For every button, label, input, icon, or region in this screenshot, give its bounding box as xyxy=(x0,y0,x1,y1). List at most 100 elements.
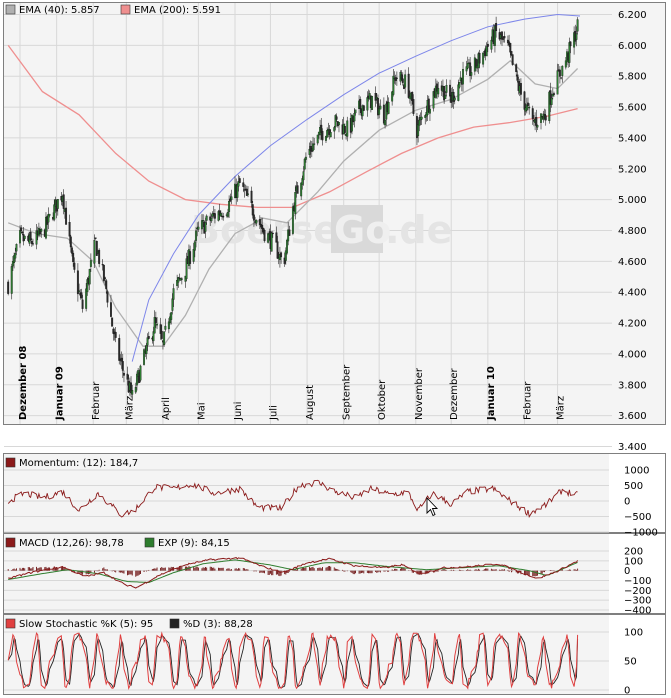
legend-swatch-stoch-k xyxy=(5,618,16,629)
stoch-k-line xyxy=(7,631,579,690)
candle-up xyxy=(417,124,420,137)
candle-up xyxy=(548,91,551,122)
candle-down xyxy=(65,207,68,225)
legend-stoch-d: %D (3): 88,28 xyxy=(183,619,253,630)
candle-down xyxy=(110,302,112,317)
candle-up xyxy=(429,108,431,114)
price-tick-label: 6.200 xyxy=(618,10,647,21)
x-tick-label: Juli xyxy=(268,405,279,421)
candle-down xyxy=(516,74,519,81)
candle-down xyxy=(321,130,324,141)
price-tick-label: 3.400 xyxy=(618,442,647,453)
candle-up xyxy=(313,143,316,145)
candle-up xyxy=(211,213,214,217)
candle-up xyxy=(391,91,394,102)
candle-up xyxy=(444,94,447,99)
candle-down xyxy=(569,41,572,47)
candle-up xyxy=(197,226,200,230)
candle-up xyxy=(136,373,138,386)
candle-up xyxy=(303,158,306,170)
candle-up xyxy=(437,88,440,95)
candle-up xyxy=(333,127,336,132)
candle-down xyxy=(160,330,163,339)
candle-down xyxy=(81,299,84,309)
candle-down xyxy=(412,99,415,114)
candle-down xyxy=(261,224,264,230)
candle-up xyxy=(326,130,329,138)
x-tick-label: April xyxy=(161,397,172,420)
trendline xyxy=(131,13,581,362)
candle-up xyxy=(177,277,180,283)
candle-up xyxy=(445,85,448,93)
watermark-box xyxy=(331,205,383,253)
candle-down xyxy=(401,78,404,83)
candle-down xyxy=(111,317,114,327)
candle-up xyxy=(550,97,553,105)
candle-down xyxy=(7,281,10,294)
candle-up xyxy=(371,95,374,110)
price-tick-label: 4.000 xyxy=(618,349,647,360)
candle-down xyxy=(105,280,108,290)
candle-down xyxy=(359,99,362,110)
candle-down xyxy=(30,240,33,244)
candle-up xyxy=(228,201,231,212)
candle-down xyxy=(95,240,98,256)
candle-down xyxy=(362,105,365,111)
candle-up xyxy=(219,213,222,217)
candle-down xyxy=(98,249,101,264)
candle-up xyxy=(424,115,427,118)
momentum-line xyxy=(7,479,578,519)
candle-down xyxy=(114,331,117,338)
candle-down xyxy=(275,232,278,243)
candle-up xyxy=(156,323,158,326)
candle-up xyxy=(93,240,96,264)
candle-up xyxy=(152,331,155,342)
candle-up xyxy=(462,68,464,85)
candle-up xyxy=(145,345,148,355)
candle-up xyxy=(301,178,304,185)
candle-down xyxy=(123,372,125,376)
candle-down xyxy=(258,219,261,225)
candle-up xyxy=(270,232,273,252)
candle-up xyxy=(267,233,270,243)
indicator-series xyxy=(7,479,579,690)
candle-down xyxy=(242,182,245,187)
candle-up xyxy=(180,278,183,280)
legend-swatch-exp xyxy=(144,537,155,548)
x-tick-label: August xyxy=(305,385,316,420)
candle-up xyxy=(420,116,423,120)
candle-up xyxy=(576,19,579,32)
stochastic-tick-label: 100 xyxy=(624,628,643,639)
price-tick-label: 4.800 xyxy=(618,226,647,237)
candle-up xyxy=(387,102,390,114)
candle-down xyxy=(296,185,299,194)
candle-up xyxy=(312,143,314,151)
ema40-line xyxy=(7,59,579,347)
candle-down xyxy=(29,231,32,240)
candle-up xyxy=(325,136,327,141)
candle-down xyxy=(531,108,534,119)
candle-down xyxy=(218,210,221,216)
candle-up xyxy=(53,204,56,220)
price-tick-label: 3.800 xyxy=(618,380,647,391)
candle-up xyxy=(134,387,137,393)
candle-up xyxy=(561,65,564,76)
candle-up xyxy=(10,266,13,294)
candle-up xyxy=(35,230,38,245)
candle-up xyxy=(217,211,220,221)
candle-up xyxy=(139,365,142,381)
candle-down xyxy=(411,92,414,101)
candle-down xyxy=(280,252,283,258)
candle-up xyxy=(176,280,179,286)
candle-up xyxy=(169,316,171,324)
candle-down xyxy=(503,36,506,39)
candle-up xyxy=(19,230,21,244)
candle-down xyxy=(511,54,514,65)
candle-down xyxy=(229,198,232,202)
candle-up xyxy=(346,120,349,137)
candle-up xyxy=(302,171,305,181)
candle-down xyxy=(394,77,397,81)
candle-up xyxy=(11,261,14,267)
price-tick-label: 3.600 xyxy=(618,411,647,422)
candle-down xyxy=(553,93,555,95)
